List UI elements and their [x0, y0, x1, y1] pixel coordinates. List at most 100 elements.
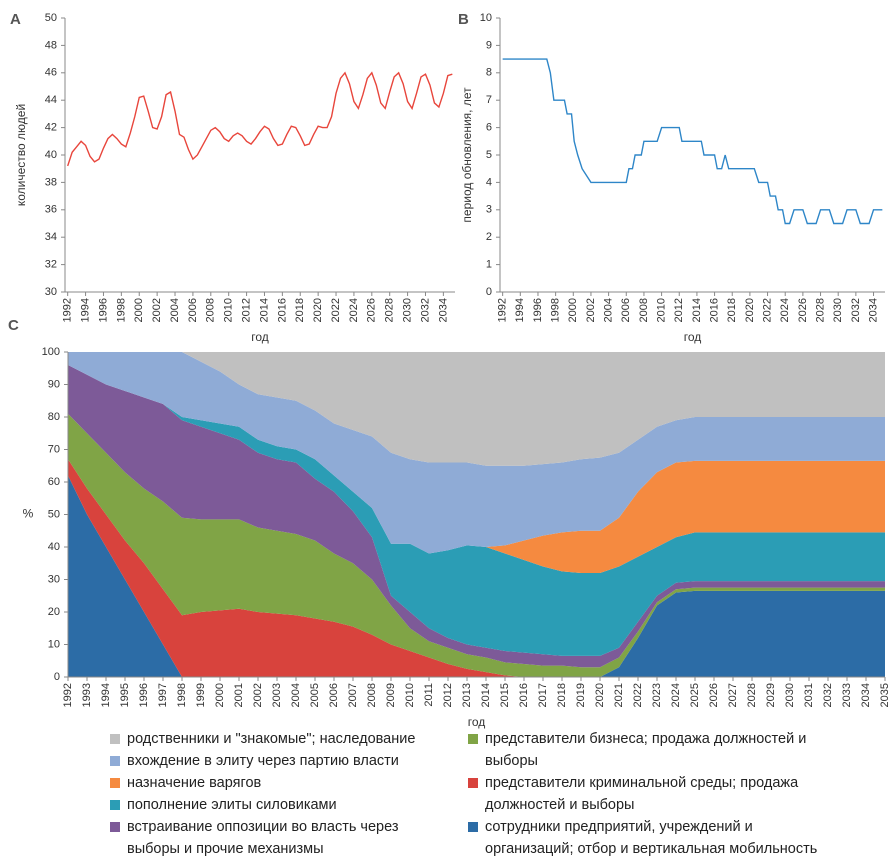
y-tick-label: 4 — [486, 176, 492, 188]
x-tick-label: 1996 — [97, 298, 109, 322]
x-tick-label: 2018 — [294, 298, 306, 322]
x-tick-label: 2018 — [726, 298, 738, 322]
x-tick-label: 2034 — [437, 298, 449, 322]
x-tick-label: 2031 — [803, 683, 815, 707]
y-tick-label: 90 — [48, 378, 60, 390]
y-tick-label: 50 — [48, 508, 60, 520]
y-tick-label: 3 — [486, 204, 492, 216]
x-tick-label: 2012 — [673, 298, 685, 322]
x-tick-label: 1994 — [100, 683, 112, 707]
x-tick-label: 2032 — [822, 683, 834, 707]
y-tick-label: 40 — [45, 149, 57, 161]
x-tick-label: 2011 — [423, 683, 435, 707]
legend-swatch — [110, 734, 120, 744]
y-tick-label: 38 — [45, 176, 57, 188]
y-tick-label: 48 — [45, 39, 57, 51]
y-axis-title: % — [23, 507, 34, 521]
x-tick-label: 2023 — [651, 683, 663, 707]
y-tick-label: 30 — [48, 573, 60, 585]
legend-label: пополнение элиты силовиками — [127, 797, 337, 813]
legend-swatch — [468, 778, 478, 788]
line — [67, 71, 453, 167]
x-tick-label: 2020 — [594, 683, 606, 707]
x-tick-label: 2035 — [879, 683, 891, 707]
x-tick-label: 1998 — [176, 683, 188, 707]
x-tick-label: 2029 — [765, 683, 777, 707]
x-tick-label: 2012 — [442, 683, 454, 707]
x-tick-label: 2006 — [187, 298, 199, 322]
x-tick-label: 2019 — [575, 683, 587, 707]
y-tick-label: 60 — [48, 476, 60, 488]
x-tick-label: 2000 — [133, 298, 145, 322]
area-segment — [68, 365, 885, 573]
x-tick-label: 2002 — [151, 298, 163, 322]
x-tick-label: 2010 — [404, 683, 416, 707]
x-tick-label: 2034 — [867, 298, 879, 322]
panel-label: B — [458, 11, 469, 28]
y-tick-label: 40 — [48, 541, 60, 553]
x-tick-label: 2028 — [746, 683, 758, 707]
y-tick-label: 9 — [486, 39, 492, 51]
y-tick-label: 10 — [48, 638, 60, 650]
x-tick-label: 1992 — [497, 298, 509, 322]
legend-swatch — [110, 778, 120, 788]
y-tick-label: 6 — [486, 122, 492, 134]
x-tick-label: 2008 — [366, 683, 378, 707]
y-axis-title: период обновления, лет — [460, 87, 474, 223]
y-tick-label: 7 — [486, 94, 492, 106]
x-tick-label: 2017 — [537, 683, 549, 707]
panel-label: C — [8, 317, 19, 334]
x-tick-label: 2020 — [312, 298, 324, 322]
legend-label: назначение варягов — [127, 775, 262, 791]
x-tick-label: 2016 — [518, 683, 530, 707]
y-tick-label: 2 — [486, 231, 492, 243]
x-tick-label: 2021 — [613, 683, 625, 707]
area-segment — [68, 413, 885, 677]
y-tick-label: 0 — [486, 286, 492, 298]
area-segment — [68, 365, 885, 656]
panel-label: A — [10, 11, 21, 28]
legend-swatch — [110, 800, 120, 810]
x-tick-label: 2024 — [779, 298, 791, 322]
y-tick-label: 46 — [45, 67, 57, 79]
line — [502, 58, 883, 225]
legend-item: пополнение элиты силовиками — [110, 794, 430, 816]
legend-label: родственники и "знакомые"; наследование — [127, 731, 416, 747]
x-tick-label: 2030 — [401, 298, 413, 322]
x-tick-label: 1994 — [79, 298, 91, 322]
x-tick-label: 2008 — [205, 298, 217, 322]
x-tick-label: 2010 — [223, 298, 235, 322]
x-tick-label: 2004 — [290, 683, 302, 707]
x-tick-label: 2015 — [499, 683, 511, 707]
x-tick-label: 2030 — [832, 298, 844, 322]
area-segment — [68, 475, 885, 677]
x-tick-label: 2007 — [347, 683, 359, 707]
y-tick-label: 42 — [45, 122, 57, 134]
legend-label: сотрудники предприятий, учреждений и орг… — [485, 819, 818, 857]
x-tick-label: 2027 — [727, 683, 739, 707]
x-tick-label: 2028 — [814, 298, 826, 322]
legend-item: представители криминальной среды; продаж… — [468, 772, 818, 816]
legend-swatch — [468, 734, 478, 744]
x-tick-label: 2020 — [744, 298, 756, 322]
x-tick-label: 2002 — [252, 683, 264, 707]
x-tick-label: 1998 — [115, 298, 127, 322]
x-tick-label: 2014 — [691, 298, 703, 322]
y-tick-label: 44 — [45, 94, 57, 106]
x-tick-label: 2034 — [860, 683, 872, 707]
legend-label: встраивание оппозиции во власть через вы… — [127, 819, 399, 857]
y-tick-label: 0 — [54, 671, 60, 683]
y-tick-label: 20 — [48, 606, 60, 618]
legend-label: представители бизнеса; продажа должносте… — [485, 731, 807, 769]
legend-item: назначение варягов — [110, 772, 430, 794]
legend-swatch — [110, 756, 120, 766]
x-tick-label: 2000 — [567, 298, 579, 322]
x-tick-label: 2003 — [271, 683, 283, 707]
x-tick-label: 2022 — [761, 298, 773, 322]
y-axis-title: количество людей — [14, 104, 28, 206]
y-tick-label: 10 — [480, 12, 492, 24]
x-tick-label: 1992 — [62, 298, 74, 322]
x-tick-label: 2006 — [328, 683, 340, 707]
